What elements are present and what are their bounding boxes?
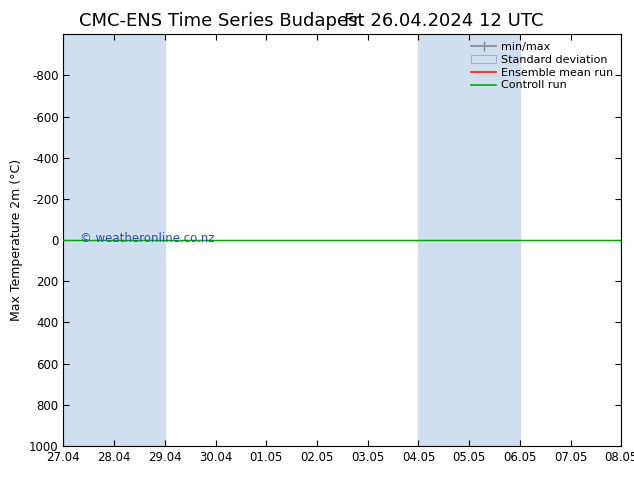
Text: CMC-ENS Time Series Budapest: CMC-ENS Time Series Budapest: [79, 12, 365, 30]
Bar: [469, 34, 520, 446]
Bar: [63, 34, 114, 446]
Y-axis label: Max Temperature 2m (°C): Max Temperature 2m (°C): [10, 159, 23, 321]
Bar: [114, 34, 165, 446]
Text: Fr. 26.04.2024 12 UTC: Fr. 26.04.2024 12 UTC: [344, 12, 543, 30]
Text: © weatheronline.co.nz: © weatheronline.co.nz: [80, 232, 215, 245]
Legend: min/max, Standard deviation, Ensemble mean run, Controll run: min/max, Standard deviation, Ensemble me…: [469, 40, 616, 93]
Bar: [418, 34, 469, 446]
Bar: [621, 34, 634, 446]
